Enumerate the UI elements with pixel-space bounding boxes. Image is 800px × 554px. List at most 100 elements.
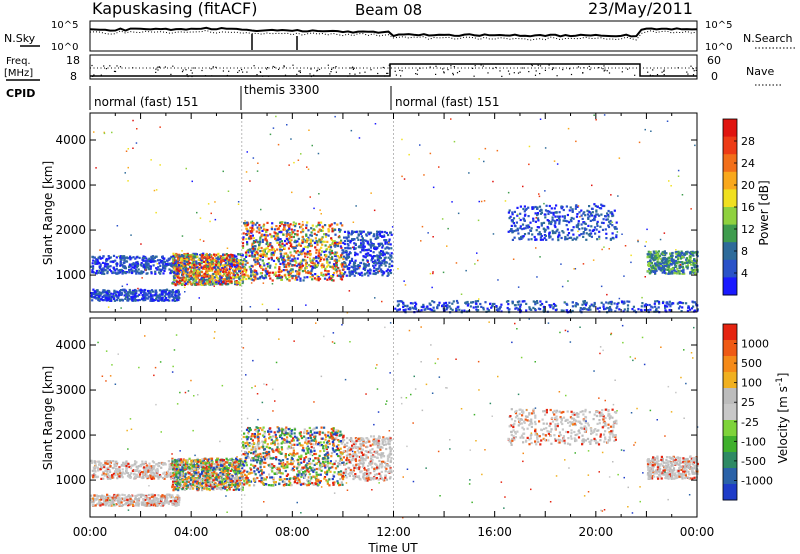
noise-cell <box>603 114 606 116</box>
echo-cell <box>422 303 425 306</box>
echo-cell <box>339 228 342 232</box>
echo-cell <box>147 258 150 261</box>
nave-dot <box>347 75 349 77</box>
noise-cell <box>140 243 142 245</box>
echo-cell <box>556 215 559 218</box>
nave-dot <box>93 74 95 76</box>
noise-cell <box>483 200 486 202</box>
echo-cell <box>243 269 246 272</box>
echo-cell <box>475 305 478 308</box>
noise-cell <box>601 248 603 251</box>
echo-cell <box>273 251 276 254</box>
echo-cell <box>98 256 101 259</box>
echo-cell <box>695 251 698 254</box>
echo-cell <box>347 232 350 235</box>
echo-cell <box>256 260 259 263</box>
echo-cell <box>363 273 366 276</box>
echo-cell <box>545 238 548 241</box>
echo-cell <box>265 273 268 276</box>
echo-cell <box>359 261 362 265</box>
power-colorbar-label: Power [dB] <box>757 180 771 245</box>
echo-cell <box>139 288 142 291</box>
echo-cell <box>327 245 330 248</box>
noise-cell <box>108 300 111 302</box>
noise-cell <box>358 267 361 269</box>
nsearch-tick-top: 10^5 <box>705 20 732 31</box>
echo-cell <box>495 305 498 308</box>
echo-cell <box>587 233 590 236</box>
echo-cell <box>135 266 139 269</box>
echo-cell <box>168 294 171 297</box>
echo-cell <box>173 299 177 302</box>
echo-cell <box>369 254 372 257</box>
echo-cell <box>286 222 289 225</box>
echo-cell <box>145 265 148 269</box>
echo-cell <box>215 263 218 266</box>
echo-cell <box>301 269 304 273</box>
echo-cell <box>330 237 333 240</box>
nave-label: Nave <box>746 65 774 78</box>
echo-cell <box>114 470 117 474</box>
echo-cell <box>403 309 406 312</box>
echo-cell <box>203 264 206 267</box>
echo-cell <box>172 296 175 299</box>
echo-cell <box>595 209 598 212</box>
echo-cell <box>565 309 568 312</box>
cpid-label: CPID <box>6 87 35 100</box>
echo-cell <box>135 461 138 464</box>
echo-cell <box>121 299 124 302</box>
echo-cell <box>174 270 177 273</box>
echo-cell <box>163 471 166 474</box>
echo-cell <box>274 271 277 274</box>
echo-cell <box>679 269 682 273</box>
echo-cell <box>181 263 184 266</box>
noise-cell <box>608 248 610 250</box>
echo-cell <box>250 254 254 257</box>
echo-cell <box>265 242 268 246</box>
nave-dot <box>100 74 102 76</box>
echo-cell <box>170 293 173 296</box>
echo-cell <box>608 307 611 310</box>
nave-dot <box>458 70 461 72</box>
echo-cell <box>340 273 343 276</box>
echo-cell <box>278 267 281 271</box>
echo-cell <box>300 231 303 234</box>
echo-cell <box>678 254 681 257</box>
echo-cell <box>338 228 341 231</box>
echo-cell <box>235 266 239 269</box>
echo-cell <box>101 256 104 260</box>
echo-cell <box>591 304 594 307</box>
echo-cell <box>644 303 647 306</box>
echo-cell <box>390 264 394 268</box>
echo-cell <box>233 263 236 266</box>
echo-cell <box>132 292 135 295</box>
echo-cell <box>320 256 323 259</box>
echo-cell <box>266 270 269 273</box>
echo-cell <box>593 226 597 229</box>
noise-cell <box>155 211 157 214</box>
echo-cell <box>327 273 330 276</box>
echo-cell <box>287 259 290 262</box>
echo-cell <box>259 258 262 261</box>
echo-cell <box>429 307 432 311</box>
echo-cell <box>588 229 591 232</box>
echo-cell <box>663 271 666 274</box>
echo-cell <box>385 270 388 273</box>
echo-cell <box>532 217 535 220</box>
echo-cell <box>315 255 318 258</box>
echo-cell <box>200 278 203 281</box>
freq-trace <box>90 63 697 77</box>
echo-cell <box>365 234 368 237</box>
noise-cell <box>460 293 463 295</box>
echo-cell <box>521 223 525 226</box>
echo-cell <box>207 277 211 280</box>
echo-cell <box>271 246 274 249</box>
echo-cell <box>670 252 674 255</box>
echo-cell <box>227 261 230 264</box>
echo-cell <box>578 228 581 231</box>
echo-cell <box>383 271 386 274</box>
noise-cell <box>630 261 632 264</box>
noise-cell <box>543 202 545 205</box>
echo-cell <box>215 260 218 263</box>
echo-cell <box>588 234 591 237</box>
